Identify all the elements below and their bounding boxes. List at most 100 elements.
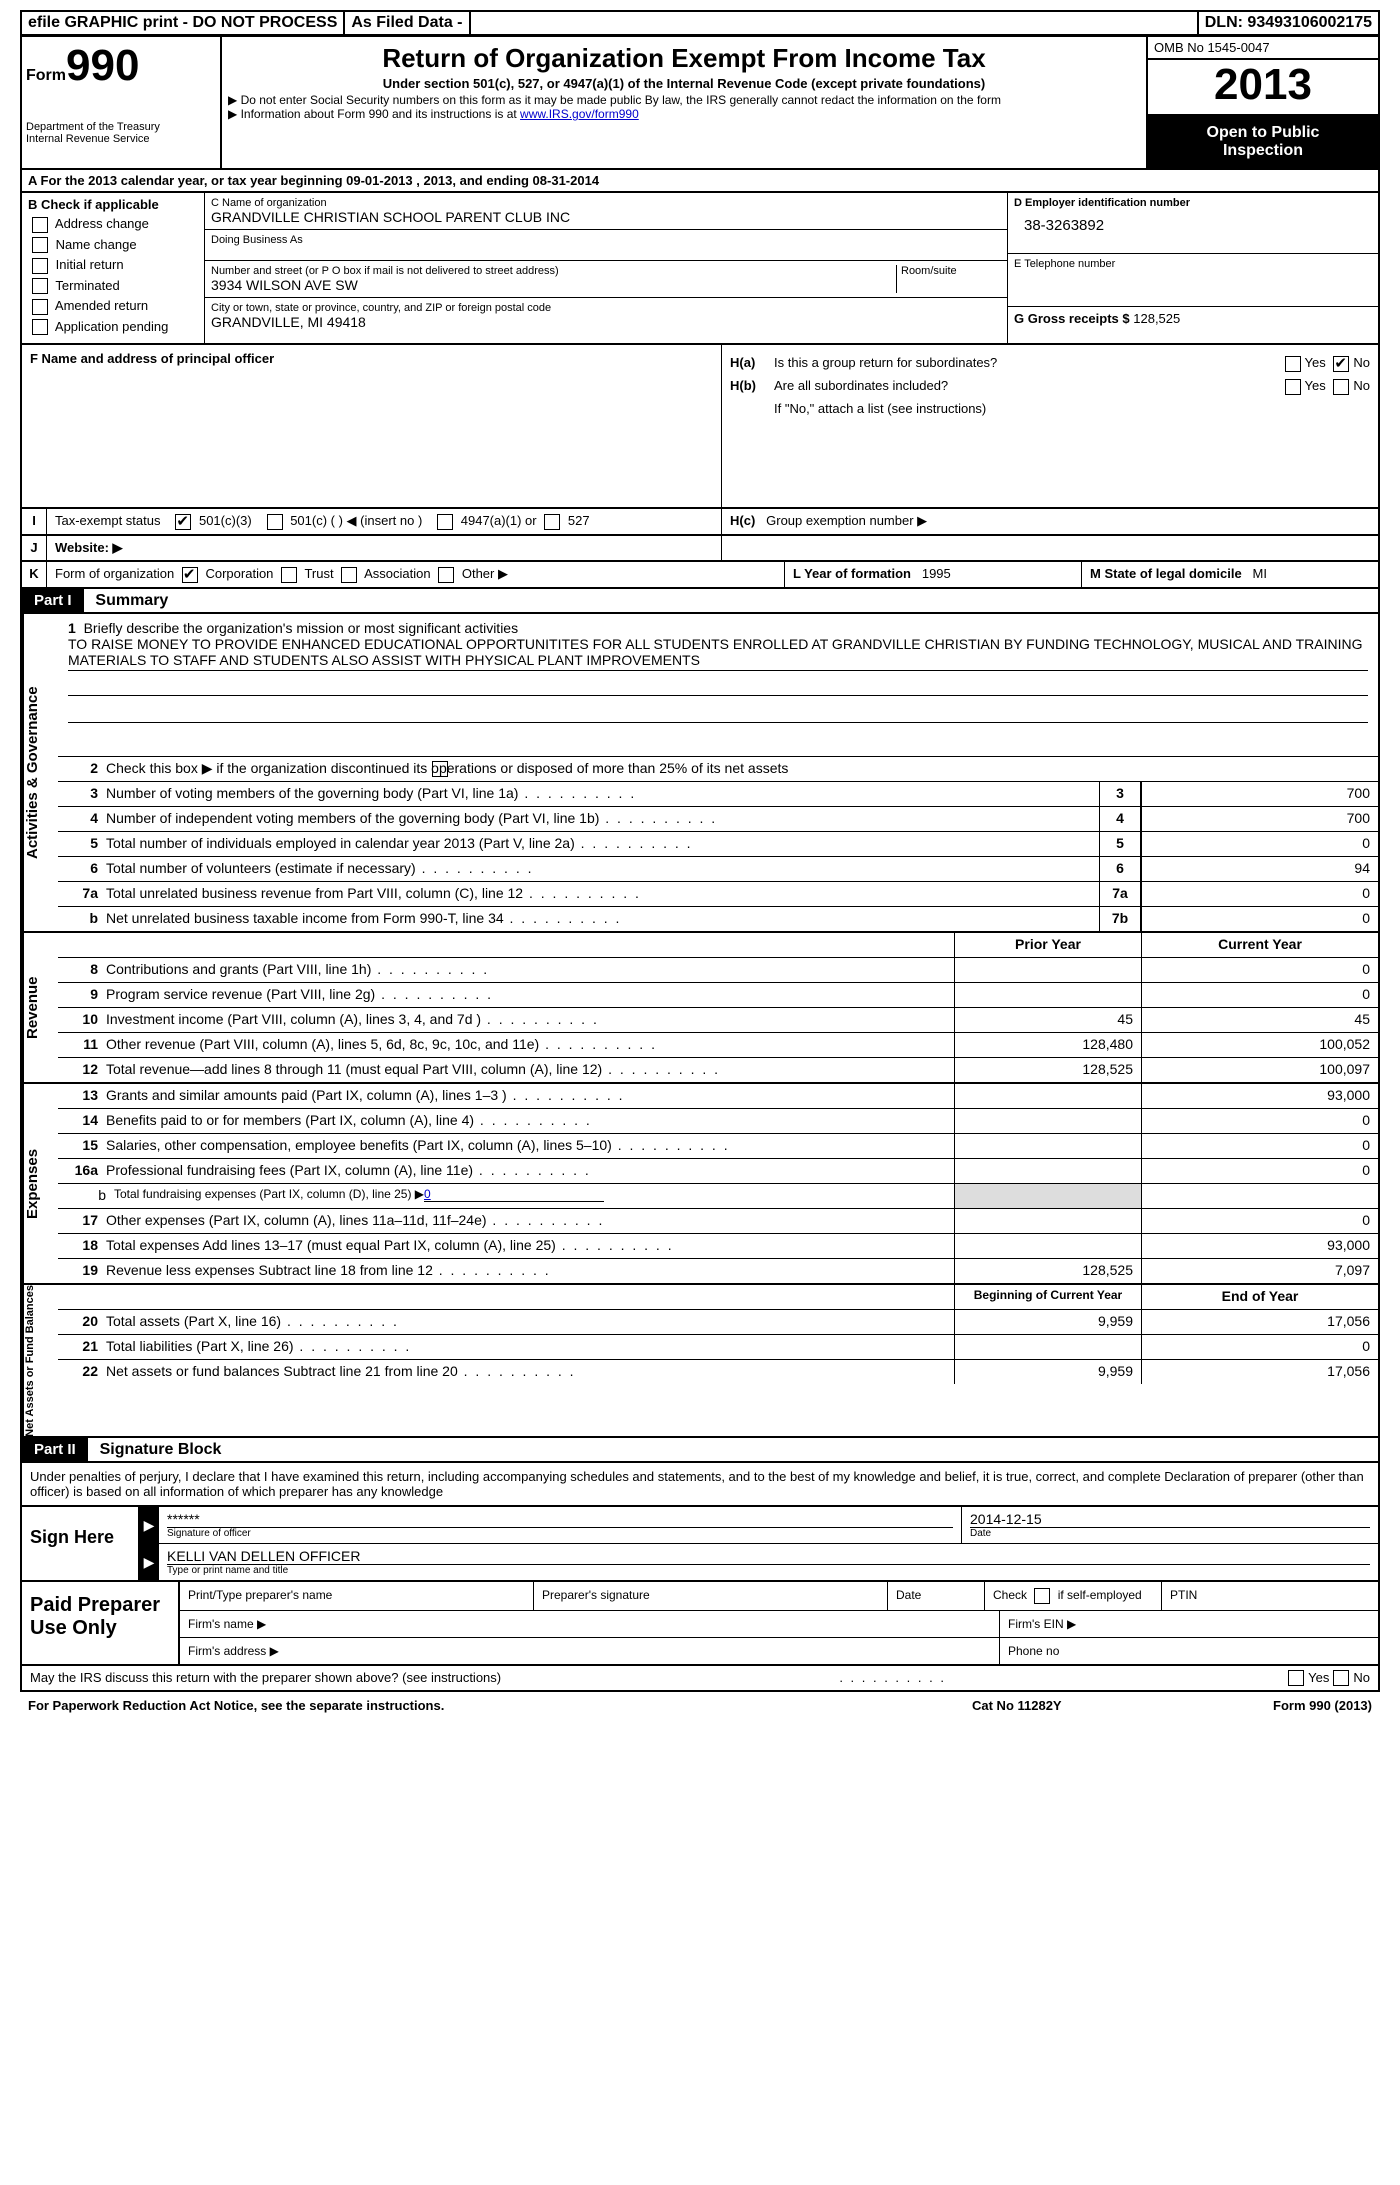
summary-line: 18Total expenses Add lines 13–17 (must e… xyxy=(58,1234,1378,1259)
summary-line: 13Grants and similar amounts paid (Part … xyxy=(58,1084,1378,1109)
form-title: Return of Organization Exempt From Incom… xyxy=(228,43,1140,74)
street-label: Number and street (or P O box if mail is… xyxy=(211,265,892,277)
hb-no-checkbox[interactable] xyxy=(1333,379,1349,395)
blank-line xyxy=(68,702,1368,723)
hb-yes-checkbox[interactable] xyxy=(1285,379,1301,395)
summary-line: 5Total number of individuals employed in… xyxy=(58,832,1378,857)
line-text: Revenue less expenses Subtract line 18 f… xyxy=(102,1259,954,1283)
header-mid: Return of Organization Exempt From Incom… xyxy=(222,37,1146,168)
chk-trust[interactable] xyxy=(281,567,297,583)
line-num: b xyxy=(58,907,102,931)
fundraising-link[interactable]: 0 xyxy=(424,1187,431,1201)
city-value: GRANDVILLE, MI 49418 xyxy=(211,314,366,330)
chk-amended-return[interactable]: Amended return xyxy=(28,298,198,315)
chk-501c3[interactable] xyxy=(175,514,191,530)
part2-badge: Part II xyxy=(22,1438,88,1461)
chk-terminated[interactable]: Terminated xyxy=(28,278,198,295)
street-cell: Number and street (or P O box if mail is… xyxy=(211,265,897,293)
line-text: Total assets (Part X, line 16) xyxy=(102,1310,954,1334)
line-text: Total liabilities (Part X, line 26) xyxy=(102,1335,954,1359)
part1-header: Part I Summary xyxy=(20,589,1380,614)
irs-link[interactable]: www.IRS.gov/form990 xyxy=(520,107,639,121)
line-value: 94 xyxy=(1141,857,1378,881)
governance-side-label: Activities & Governance xyxy=(22,614,58,931)
prior-value: 9,959 xyxy=(954,1360,1141,1384)
prior-value xyxy=(954,1084,1141,1108)
part2-title: Signature Block xyxy=(92,1441,222,1458)
summary-line: 9Program service revenue (Part VIII, lin… xyxy=(58,983,1378,1008)
prep-date-hdr: Date xyxy=(888,1582,985,1610)
line-key: 7b xyxy=(1099,907,1141,931)
chk-association[interactable] xyxy=(341,567,357,583)
summary-line: 15Salaries, other compensation, employee… xyxy=(58,1134,1378,1159)
phone-cell: Phone no xyxy=(1000,1638,1378,1664)
sections-d-e-g: D Employer identification number 38-3263… xyxy=(1008,193,1378,343)
chk-corporation[interactable] xyxy=(182,567,198,583)
line-num: 21 xyxy=(58,1335,102,1359)
part1-title: Summary xyxy=(87,592,168,609)
prior-value xyxy=(954,1109,1141,1133)
bottom-footer: For Paperwork Reduction Act Notice, see … xyxy=(20,1692,1380,1719)
perjury-statement: Under penalties of perjury, I declare th… xyxy=(20,1463,1380,1507)
l-cell: L Year of formation 1995 xyxy=(784,562,1081,587)
row-a-taxyear: A For the 2013 calendar year, or tax yea… xyxy=(20,170,1380,193)
mission-text: TO RAISE MONEY TO PROVIDE ENHANCED EDUCA… xyxy=(68,636,1368,671)
chk-address-change[interactable]: Address change xyxy=(28,216,198,233)
line-key: 3 xyxy=(1099,782,1141,806)
sign-body: ▶ ****** Signature of officer 2014-12-15… xyxy=(139,1507,1378,1580)
chk-self-employed[interactable] xyxy=(1034,1588,1050,1604)
expenses-side-label: Expenses xyxy=(22,1084,58,1283)
discuss-yes-checkbox[interactable] xyxy=(1288,1670,1304,1686)
chk-501c[interactable] xyxy=(267,514,283,530)
k-key: K xyxy=(22,562,47,587)
chk-name-change[interactable]: Name change xyxy=(28,237,198,254)
prior-value xyxy=(954,1234,1141,1258)
room-label: Room/suite xyxy=(901,265,1001,277)
current-value: 93,000 xyxy=(1141,1234,1378,1258)
hb-note: If "No," attach a list (see instructions… xyxy=(730,401,1370,416)
line-text: Total fundraising expenses (Part IX, col… xyxy=(110,1184,954,1208)
prep-addr-row: Firm's address ▶ Phone no xyxy=(180,1638,1378,1664)
chk-other[interactable] xyxy=(438,567,454,583)
prior-value: 45 xyxy=(954,1008,1141,1032)
prep-name-hdr: Print/Type preparer's name xyxy=(180,1582,534,1610)
dba-cell: Doing Business As xyxy=(205,230,1007,261)
sig-date: 2014-12-15 xyxy=(970,1511,1370,1527)
line-text: Contributions and grants (Part VIII, lin… xyxy=(102,958,954,982)
sign-here-label: Sign Here xyxy=(22,1507,139,1580)
officer-signature-cell: ****** Signature of officer xyxy=(159,1507,962,1543)
current-value: 0 xyxy=(1141,1335,1378,1359)
ein-cell: D Employer identification number 38-3263… xyxy=(1008,193,1378,254)
ha-no-checkbox[interactable] xyxy=(1333,356,1349,372)
mission-num: 1 xyxy=(68,620,76,636)
summary-line: 22Net assets or fund balances Subtract l… xyxy=(58,1360,1378,1384)
line-num: 3 xyxy=(58,782,102,806)
top-bar: efile GRAPHIC print - DO NOT PROCESS As … xyxy=(20,10,1380,36)
chk-discontinued[interactable] xyxy=(432,761,448,777)
section-f: F Name and address of principal officer xyxy=(22,345,722,507)
current-value: 0 xyxy=(1141,1134,1378,1158)
org-name-cell: C Name of organization GRANDVILLE CHRIST… xyxy=(205,193,1007,230)
chk-initial-return[interactable]: Initial return xyxy=(28,257,198,274)
org-name: GRANDVILLE CHRISTIAN SCHOOL PARENT CLUB … xyxy=(211,209,570,225)
prep-firm-row: Firm's name ▶ Firm's EIN ▶ xyxy=(180,1611,1378,1638)
chk-application-pending[interactable]: Application pending xyxy=(28,319,198,336)
ha-yes-checkbox[interactable] xyxy=(1285,356,1301,372)
discuss-row: May the IRS discuss this return with the… xyxy=(20,1666,1380,1692)
discuss-no-checkbox[interactable] xyxy=(1333,1670,1349,1686)
line-num: 18 xyxy=(58,1234,102,1258)
summary-line: 21Total liabilities (Part X, line 26) 0 xyxy=(58,1335,1378,1360)
prep-header-row: Print/Type preparer's name Preparer's si… xyxy=(180,1582,1378,1611)
current-value: 93,000 xyxy=(1141,1084,1378,1108)
line-text: Professional fundraising fees (Part IX, … xyxy=(102,1159,954,1183)
spacer xyxy=(471,12,1199,34)
chk-4947[interactable] xyxy=(437,514,453,530)
governance-section: Activities & Governance 1 Briefly descri… xyxy=(20,614,1380,933)
line-num: 16a xyxy=(58,1159,102,1183)
prior-value xyxy=(954,1184,1141,1208)
form-subtitle: Under section 501(c), 527, or 4947(a)(1)… xyxy=(228,76,1140,91)
chk-527[interactable] xyxy=(544,514,560,530)
sig-row-1: ▶ ****** Signature of officer 2014-12-15… xyxy=(139,1507,1378,1544)
line-2: 2 Check this box ▶ if the organization d… xyxy=(58,756,1378,782)
prior-value xyxy=(954,1209,1141,1233)
